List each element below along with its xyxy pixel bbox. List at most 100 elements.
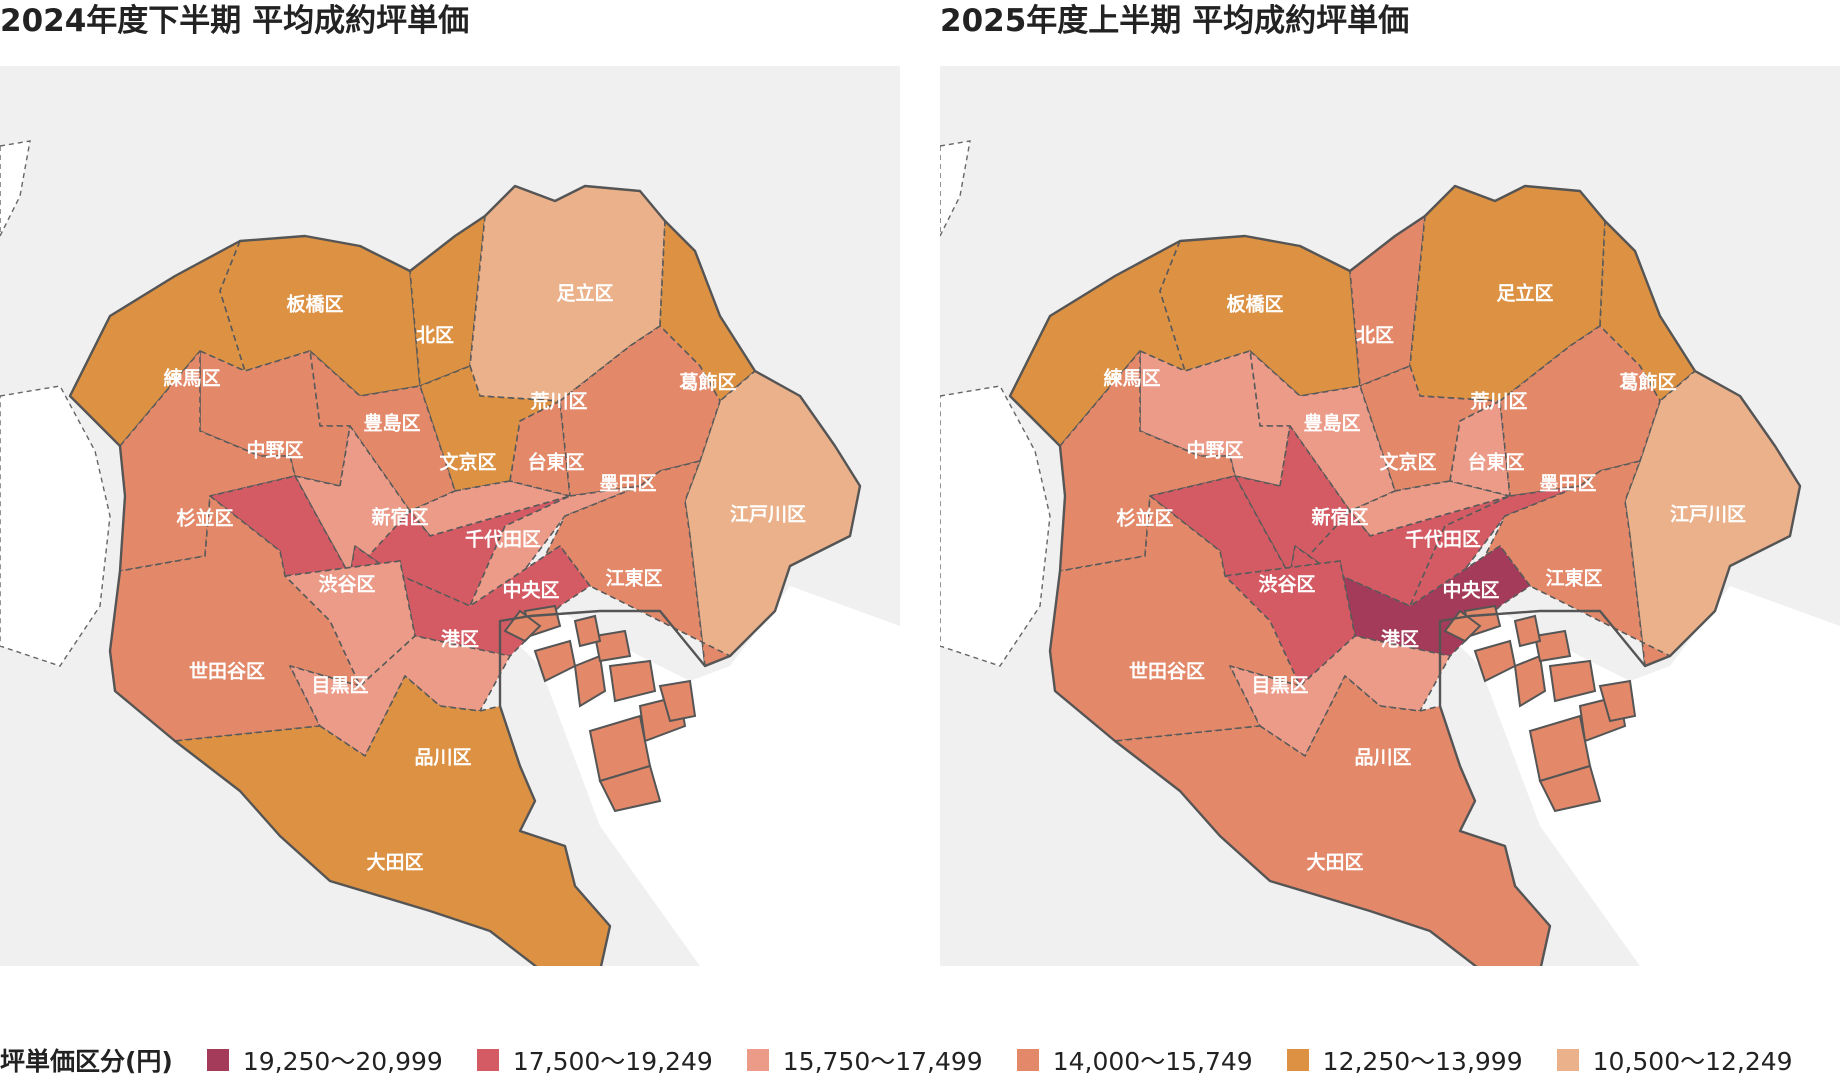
bay-island	[1533, 629, 1572, 663]
ward-koto	[1484, 460, 1671, 667]
ward-label-toshima: 豊島区	[1303, 412, 1360, 435]
ward-sumida	[1499, 325, 1661, 497]
legend-swatch-1	[206, 1049, 229, 1071]
ward-meguro	[284, 560, 416, 687]
legend-item-5: 12,250〜13,999	[1286, 1042, 1523, 1078]
ward-label-itabashi: 板橋区	[1226, 293, 1283, 316]
right-map: 練馬区 板橋区 北区 足立区 葛飾区 江戸川区 荒川区 豊島区 中野区 杉並区 文京区 台東区 墨田区新…	[940, 66, 1840, 966]
neighbor-area	[940, 385, 1051, 667]
legend-item-3: 15,750〜17,499	[746, 1042, 983, 1078]
legend-swatch-5	[1286, 1049, 1309, 1071]
bay-island	[1538, 764, 1602, 813]
ward-label-ota: 大田区	[1306, 851, 1363, 874]
ward-label-minato: 港区	[1381, 629, 1419, 651]
bay-island	[598, 764, 662, 813]
ward-label-suginami: 杉並区	[176, 507, 233, 530]
ward-label-edogawa: 江戸川区	[1670, 504, 1746, 526]
ward-label-setagaya: 世田谷区	[189, 661, 265, 683]
legend-swatch-2	[476, 1049, 499, 1071]
ward-label-adachi: 足立区	[1496, 282, 1553, 305]
legend-swatch-3	[746, 1049, 769, 1071]
ward-label-taito: 台東区	[1467, 451, 1524, 474]
legend-item-2: 17,500〜19,249	[476, 1042, 713, 1078]
legend-label-3: 15,750〜17,499	[782, 1047, 983, 1076]
ward-label-bunkyo: 文京区	[439, 451, 496, 474]
ward-koto	[544, 460, 731, 667]
bay-island	[1513, 614, 1542, 648]
bay-island	[593, 629, 632, 663]
ward-label-shinagawa: 品川区	[1354, 747, 1411, 769]
bay-island	[1513, 654, 1547, 708]
ward-label-sumida: 墨田区	[599, 473, 656, 495]
ward-label-nakano: 中野区	[1186, 439, 1243, 462]
ward-label-chuo: 中央区	[1442, 579, 1499, 602]
ward-label-chiyoda: 千代田区	[465, 529, 541, 551]
legend-item-4: 14,000〜15,749	[1016, 1042, 1253, 1078]
ward-label-itabashi: 板橋区	[286, 293, 343, 316]
ward-label-shibuya: 渋谷区	[1258, 573, 1315, 596]
bay-island	[1548, 659, 1597, 703]
ward-label-kita: 北区	[1356, 325, 1394, 347]
bay-island	[573, 614, 602, 648]
ward-label-chuo: 中央区	[502, 579, 559, 602]
ward-kita	[409, 215, 486, 387]
ward-label-koto: 江東区	[605, 567, 662, 590]
ward-suginami	[119, 350, 296, 572]
ward-label-suginami: 杉並区	[1116, 507, 1173, 530]
ward-shinagawa	[289, 635, 511, 757]
ward-suginami	[1059, 350, 1236, 572]
ward-label-shinjuku: 新宿区	[1311, 506, 1368, 529]
neighbor-area	[940, 140, 971, 237]
left-map: 練馬区 板橋区 北区 足立区 葛飾区 江戸川区 荒川区 豊島区 中野区 杉並区 文京区 台東区 墨田区新…	[0, 66, 900, 966]
ward-label-shibuya: 渋谷区	[318, 573, 375, 596]
bay-island	[573, 654, 607, 708]
ward-label-chiyoda: 千代田区	[1405, 529, 1481, 551]
tokyo-outline	[1008, 184, 1802, 966]
ward-label-sumida: 墨田区	[1539, 473, 1596, 495]
bay-island	[608, 659, 657, 703]
ward-label-meguro: 目黒区	[1251, 675, 1308, 697]
ward-shinagawa	[1229, 635, 1451, 757]
legend-title: 坪単価区分(円)	[0, 1047, 173, 1076]
right-map-title: 2025年度上半期 平均成約坪単価	[940, 3, 1410, 39]
legend-label-2: 17,500〜19,249	[512, 1047, 713, 1076]
ward-label-katsushika: 葛飾区	[1618, 371, 1676, 394]
ward-label-koto: 江東区	[1545, 567, 1602, 590]
ward-label-ota: 大田区	[366, 851, 423, 874]
ward-minato	[1329, 545, 1531, 657]
ward-arakawa	[419, 365, 561, 492]
legend-swatch-6	[1556, 1049, 1579, 1071]
ward-chiyoda	[1289, 495, 1511, 607]
legend-item-1: 19,250〜20,999	[206, 1042, 443, 1078]
bay-island	[1598, 679, 1637, 723]
ward-label-arakawa: 荒川区	[1470, 390, 1527, 413]
neighbor-area	[0, 385, 111, 667]
ward-label-edogawa: 江戸川区	[730, 504, 806, 526]
tokyo-outline	[68, 184, 862, 966]
ward-label-nerima: 練馬区	[1103, 367, 1160, 390]
ward-label-shinagawa: 品川区	[414, 747, 471, 769]
legend-label-6: 10,500〜12,249	[1592, 1047, 1793, 1076]
left-map-title: 2024年度下半期 平均成約坪単価	[0, 3, 470, 39]
bay-island	[503, 609, 542, 643]
legend-swatch-4	[1016, 1049, 1039, 1071]
ward-label-katsushika: 葛飾区	[678, 371, 736, 394]
ward-chiyoda	[349, 495, 571, 607]
bay-island	[1443, 609, 1482, 643]
legend-item-6: 10,500〜12,249	[1556, 1042, 1793, 1078]
neighbor-area	[0, 140, 31, 237]
ward-label-meguro: 目黒区	[311, 675, 368, 697]
ward-label-adachi: 足立区	[556, 282, 613, 305]
ward-sumida	[559, 325, 721, 497]
ward-label-minato: 港区	[441, 629, 479, 651]
ward-meguro	[1224, 560, 1356, 687]
ward-label-taito: 台東区	[527, 451, 584, 474]
bay-island	[658, 679, 697, 723]
ward-label-shinjuku: 新宿区	[371, 506, 428, 529]
ward-minato	[389, 545, 591, 657]
ward-label-setagaya: 世田谷区	[1129, 661, 1205, 683]
ward-arakawa	[1359, 365, 1501, 492]
ward-kita	[1349, 215, 1426, 387]
ward-label-toshima: 豊島区	[363, 412, 420, 435]
legend-label-1: 19,250〜20,999	[242, 1047, 443, 1076]
